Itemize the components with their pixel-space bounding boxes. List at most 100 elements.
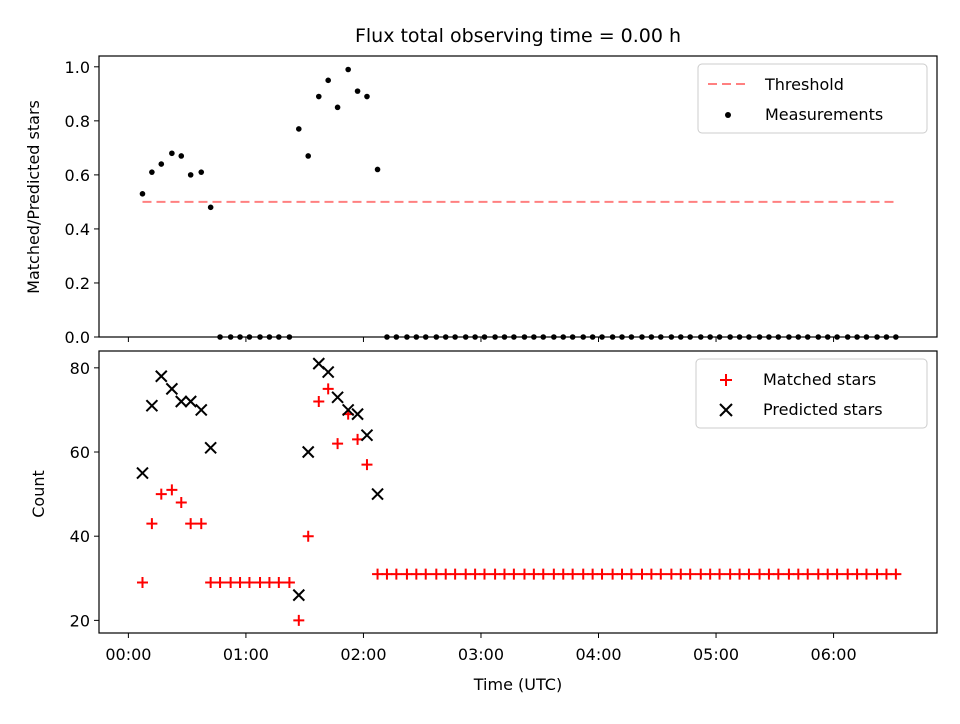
matched-point xyxy=(842,568,854,580)
legend-threshold-label: Threshold xyxy=(764,75,844,94)
count-panel: Count Time (UTC) 20 40 60 80 00:00 01:00 02:00… xyxy=(29,350,938,694)
matched-point xyxy=(401,568,413,580)
matched-point xyxy=(254,576,266,588)
x-tick-label: 05:00 xyxy=(693,645,739,664)
y-tick-label: 60 xyxy=(70,443,90,462)
count-legend-box xyxy=(695,358,928,429)
matched-point xyxy=(440,568,452,580)
matched-point xyxy=(352,433,364,445)
measurement-point xyxy=(187,172,194,178)
measurement-point xyxy=(305,153,312,159)
predicted-point xyxy=(195,403,208,417)
matched-point xyxy=(772,568,784,580)
predicted-point xyxy=(301,445,315,459)
legend-measurements-swatch xyxy=(725,112,731,118)
matched-point xyxy=(871,568,883,580)
matched-point xyxy=(313,396,325,408)
predicted-point xyxy=(184,395,197,408)
matched-point xyxy=(410,568,422,580)
x-tick-label: 00:00 xyxy=(105,645,151,664)
matched-point xyxy=(243,576,255,588)
measurement-point xyxy=(169,150,175,157)
matched-point xyxy=(273,576,285,588)
y-tick-label: 20 xyxy=(70,611,90,630)
measurement-point xyxy=(207,204,214,211)
matched-point xyxy=(625,568,637,580)
measurement-point xyxy=(325,77,331,84)
measurement-point xyxy=(354,88,361,94)
predicted-point xyxy=(331,391,344,404)
matched-point xyxy=(596,568,608,580)
y-tick-label: 0.4 xyxy=(65,220,90,239)
matched-point xyxy=(860,568,872,580)
matched-point xyxy=(537,568,549,580)
matched-point xyxy=(214,576,226,588)
matched-point xyxy=(548,568,560,580)
matched-point xyxy=(577,568,589,580)
measurement-point xyxy=(296,126,302,132)
matched-point xyxy=(136,576,148,588)
matched-point xyxy=(234,576,246,588)
matched-point xyxy=(851,568,863,580)
ratio-legend: Threshold Measurements xyxy=(697,63,928,134)
y-tick-label: 80 xyxy=(70,359,90,378)
matched-point xyxy=(322,383,334,395)
matched-point xyxy=(528,568,540,580)
measurement-point xyxy=(374,166,381,173)
matched-point xyxy=(420,568,432,580)
matched-point xyxy=(743,568,755,580)
matched-point xyxy=(695,568,707,580)
matched-point xyxy=(665,568,677,580)
predicted-point xyxy=(341,403,355,417)
legend-matched-swatch xyxy=(720,374,732,386)
matched-point xyxy=(361,459,373,471)
measurement-point xyxy=(364,93,370,100)
predicted-point xyxy=(292,588,306,602)
matched-point xyxy=(225,576,237,588)
predicted-point xyxy=(371,487,384,501)
predicted-point xyxy=(351,407,364,421)
x-tick-label: 03:00 xyxy=(458,645,504,664)
matched-point xyxy=(283,576,295,588)
measurement-point xyxy=(198,169,205,175)
matched-point xyxy=(812,568,824,580)
matched-point xyxy=(430,568,442,580)
ratio-axes-ticks: 0.0 0.2 0.4 0.6 0.8 1.0 xyxy=(65,58,835,347)
matched-point xyxy=(792,568,804,580)
matched-point xyxy=(724,568,736,580)
matched-point xyxy=(645,568,657,580)
matched-point xyxy=(293,614,305,626)
matched-point xyxy=(381,568,393,580)
matched-point xyxy=(802,568,814,580)
ratio-panel: Flux total observing time = 0.00 h Match… xyxy=(24,25,938,347)
y-tick-label: 0.8 xyxy=(65,112,90,131)
matched-point xyxy=(332,438,344,450)
ratio-axes-frame xyxy=(98,55,938,338)
matched-point xyxy=(498,568,510,580)
matched-point xyxy=(479,568,491,580)
measurement-point xyxy=(178,153,185,159)
matched-point xyxy=(166,484,178,496)
predicted-point xyxy=(360,428,374,442)
count-legend: Matched stars Predicted stars xyxy=(695,358,928,429)
matched-point xyxy=(831,568,843,580)
y-tick-label: 0.6 xyxy=(65,166,90,185)
matched-point xyxy=(372,568,384,580)
x-tick-label: 04:00 xyxy=(575,645,621,664)
count-axes-ticks: 20 40 60 80 00:00 01:00 02:00 03:00 04:00 05:00 06… xyxy=(70,359,857,664)
y-tick-label: 0.0 xyxy=(65,328,90,347)
matched-point xyxy=(489,568,501,580)
measurement-point xyxy=(149,169,155,175)
predicted-point xyxy=(175,395,188,408)
legend-predicted-swatch xyxy=(719,403,733,417)
matched-point xyxy=(205,576,217,588)
matched-point xyxy=(587,568,599,580)
matched-point xyxy=(175,497,187,509)
matched-point xyxy=(390,568,402,580)
matched-point xyxy=(890,568,902,580)
legend-measurements-label: Measurements xyxy=(765,105,883,124)
predicted-point xyxy=(321,365,335,379)
matched-point xyxy=(763,568,775,580)
matched-point xyxy=(263,576,275,588)
predicted-point xyxy=(204,441,217,455)
